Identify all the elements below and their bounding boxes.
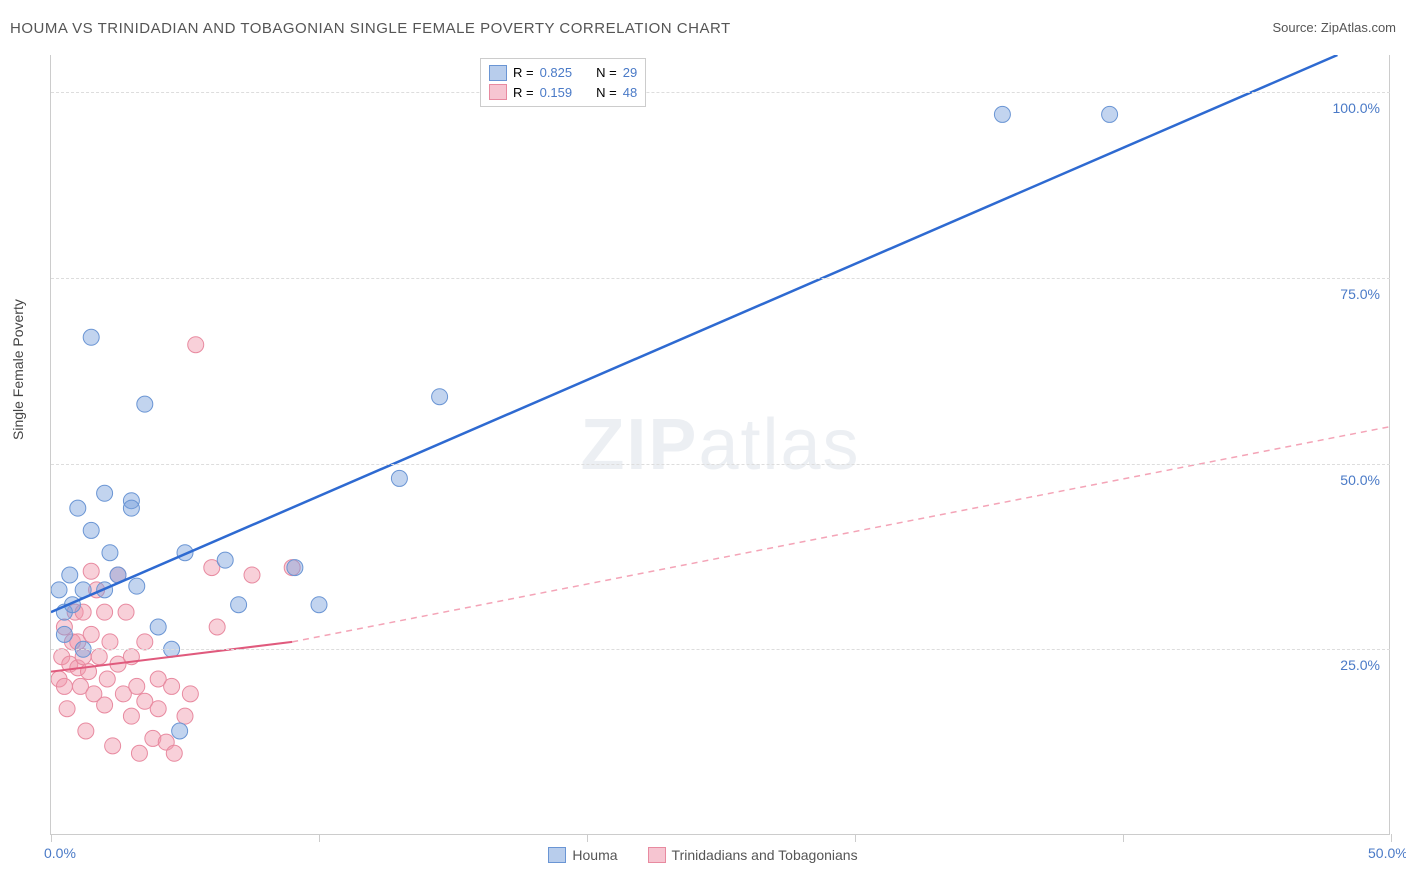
r-label: R = [513, 63, 534, 83]
legend-swatch [489, 65, 507, 81]
x-tick [1391, 834, 1392, 842]
r-value: 0.159 [540, 83, 573, 103]
y-axis-label: Single Female Poverty [10, 299, 26, 440]
legend-item: Trinidadians and Tobagonians [648, 847, 858, 863]
legend-swatch [489, 84, 507, 100]
legend-label: Trinidadians and Tobagonians [672, 847, 858, 863]
legend-swatch [548, 847, 566, 863]
x-tick-label: 0.0% [44, 845, 76, 861]
x-tick [1123, 834, 1124, 842]
stats-legend-row: R = 0.825 N = 29 [489, 63, 637, 83]
x-tick-label: 50.0% [1368, 845, 1406, 861]
chart-title: HOUMA VS TRINIDADIAN AND TOBAGONIAN SING… [10, 20, 731, 37]
r-value: 0.825 [540, 63, 573, 83]
n-label: N = [596, 83, 617, 103]
n-value: 48 [623, 83, 637, 103]
y-tick-label: 100.0% [1333, 100, 1380, 116]
n-label: N = [596, 63, 617, 83]
stats-legend-row: R = 0.159 N = 48 [489, 83, 637, 103]
y-tick-label: 75.0% [1340, 286, 1380, 302]
gridline [51, 464, 1390, 465]
x-tick [51, 834, 52, 842]
stats-legend: R = 0.825 N = 29 R = 0.159 N = 48 [480, 58, 646, 107]
r-label: R = [513, 83, 534, 103]
gridline [51, 92, 1390, 93]
gridline [51, 649, 1390, 650]
legend-label: Houma [572, 847, 617, 863]
x-tick [855, 834, 856, 842]
plot-svg [51, 55, 1391, 835]
x-tick [587, 834, 588, 842]
source-label: Source: ZipAtlas.com [1272, 20, 1396, 35]
y-tick-label: 50.0% [1340, 472, 1380, 488]
legend-item: Houma [548, 847, 617, 863]
legend-swatch [648, 847, 666, 863]
n-value: 29 [623, 63, 637, 83]
gridline [51, 278, 1390, 279]
scatter-plot: ZIPatlas [50, 55, 1390, 835]
series-legend: Houma Trinidadians and Tobagonians [0, 847, 1406, 863]
y-tick-label: 25.0% [1340, 657, 1380, 673]
x-tick [319, 834, 320, 842]
